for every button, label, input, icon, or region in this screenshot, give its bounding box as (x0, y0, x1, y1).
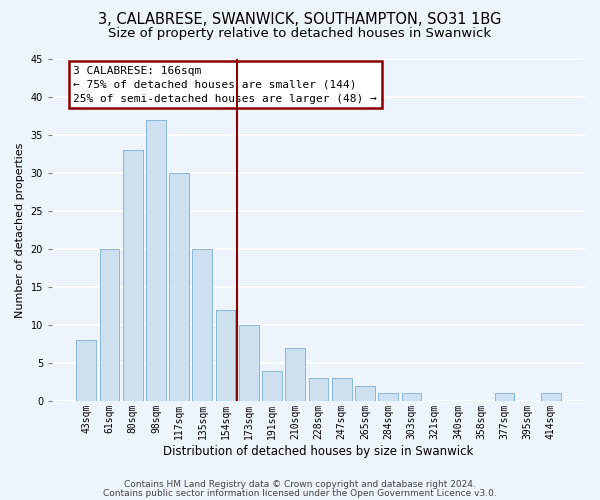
Bar (541, 394, 561, 401)
Bar (146, 120, 166, 401)
Bar (401, 394, 421, 401)
Text: Size of property relative to detached houses in Swanwick: Size of property relative to detached ho… (109, 28, 491, 40)
Text: Contains HM Land Registry data © Crown copyright and database right 2024.: Contains HM Land Registry data © Crown c… (124, 480, 476, 489)
Text: Contains public sector information licensed under the Open Government Licence v3: Contains public sector information licen… (103, 488, 497, 498)
Bar (308, 378, 328, 401)
Bar (379, 394, 398, 401)
Bar (123, 150, 143, 401)
Bar (494, 394, 514, 401)
Bar (216, 310, 235, 401)
Text: 3 CALABRESE: 166sqm
← 75% of detached houses are smaller (144)
25% of semi-detac: 3 CALABRESE: 166sqm ← 75% of detached ho… (73, 66, 377, 104)
Bar (332, 378, 352, 401)
X-axis label: Distribution of detached houses by size in Swanwick: Distribution of detached houses by size … (163, 444, 474, 458)
Bar (169, 173, 189, 401)
Text: 3, CALABRESE, SWANWICK, SOUTHAMPTON, SO31 1BG: 3, CALABRESE, SWANWICK, SOUTHAMPTON, SO3… (98, 12, 502, 28)
Bar (286, 348, 305, 401)
Bar (76, 340, 96, 401)
Bar (100, 249, 119, 401)
Bar (239, 325, 259, 401)
Bar (262, 370, 282, 401)
Y-axis label: Number of detached properties: Number of detached properties (15, 142, 25, 318)
Bar (193, 249, 212, 401)
Bar (355, 386, 375, 401)
